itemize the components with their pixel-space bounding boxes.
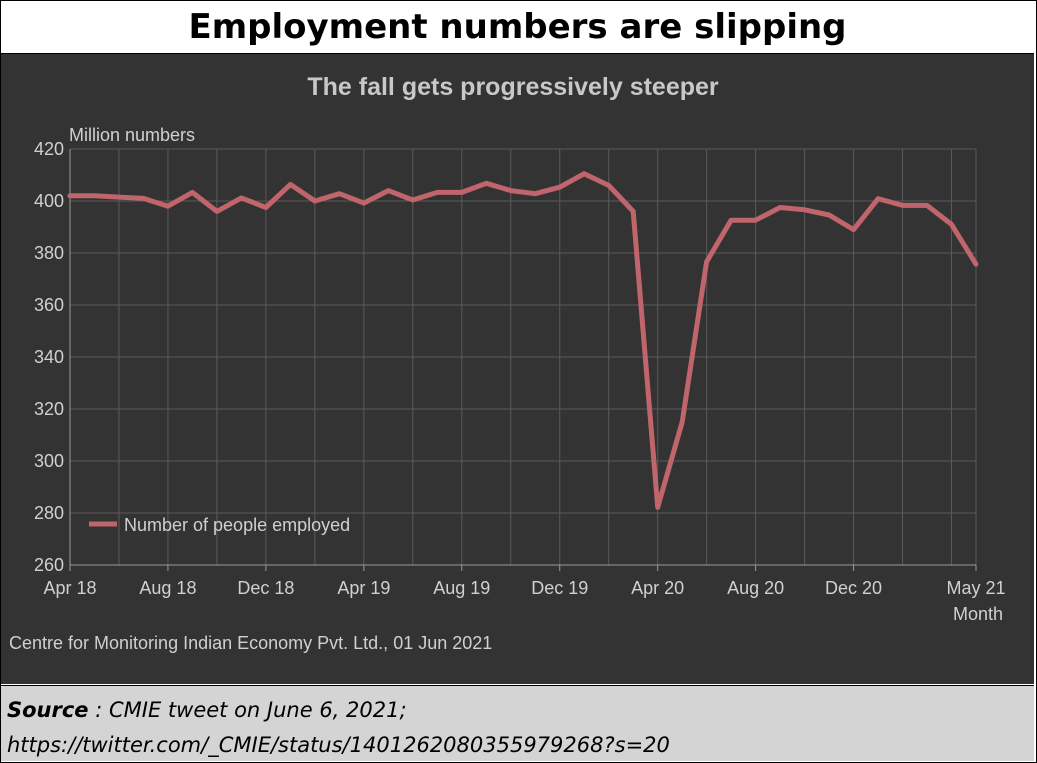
- data-point: [557, 185, 562, 190]
- chart-legend: Number of people employed: [89, 515, 350, 535]
- data-point: [875, 196, 881, 201]
- chart-title: The fall gets progressively steeper: [307, 73, 719, 101]
- data-point: [484, 181, 489, 186]
- data-point: [214, 209, 220, 214]
- data-point: [606, 183, 611, 188]
- x-tick-label: Apr 18: [43, 578, 96, 598]
- x-tick-labels: Apr 18 Aug 18 Dec 18 Apr 19 Aug 19 Dec 19 Apr …: [43, 565, 1006, 598]
- page-title: Employment numbers are slipping: [1, 1, 1034, 54]
- data-point: [337, 191, 342, 196]
- y-tick-labels: 260 280 300 320 340 360 380 400 420: [34, 139, 64, 575]
- chart-credit: Centre for Monitoring Indian Economy Pvt…: [9, 633, 492, 653]
- data-point: [924, 203, 930, 208]
- x-tick-label: Dec 18: [237, 578, 294, 598]
- y-tick-label: 320: [34, 399, 64, 419]
- chart-grid: [69, 148, 977, 571]
- data-point: [239, 195, 244, 201]
- series-line-0: [67, 171, 979, 510]
- data-point: [704, 259, 709, 265]
- data-point: [386, 188, 391, 193]
- data-point: [753, 218, 758, 223]
- line-chart: The fall gets progressively steeper Mill…: [9, 73, 1006, 653]
- source-separator: :: [88, 698, 109, 722]
- data-point: [533, 191, 538, 196]
- x-tick-label: Dec 19: [531, 578, 588, 598]
- x-tick-label: Apr 20: [631, 578, 684, 598]
- data-point: [679, 419, 685, 425]
- y-tick-label: 360: [34, 295, 64, 315]
- data-point: [508, 188, 513, 193]
- data-point: [630, 209, 636, 214]
- data-point: [190, 190, 195, 195]
- data-point: [949, 222, 954, 227]
- data-point: [312, 198, 318, 204]
- data-point: [802, 207, 807, 213]
- data-point: [851, 227, 856, 232]
- chart-panel: The fall gets progressively steeper Mill…: [1, 54, 1034, 684]
- data-point: [410, 197, 416, 203]
- y-tick-label: 380: [34, 243, 64, 263]
- data-point: [288, 182, 293, 187]
- source-note: Source : CMIE tweet on June 6, 2021; htt…: [1, 685, 1034, 761]
- x-axis-label: Month: [953, 604, 1003, 624]
- x-tick-label: Apr 19: [337, 578, 390, 598]
- y-tick-label: 280: [34, 503, 64, 523]
- x-tick-label: May 21: [946, 578, 1005, 598]
- data-point: [728, 218, 734, 223]
- y-axis-label: Million numbers: [69, 125, 195, 145]
- x-tick-label: Dec 20: [825, 578, 882, 598]
- x-tick-label: Aug 20: [727, 578, 784, 598]
- legend-label: Number of people employed: [124, 515, 350, 535]
- data-point: [263, 205, 269, 210]
- x-tick-label: Aug 18: [139, 578, 196, 598]
- data-point: [655, 505, 660, 510]
- y-tick-label: 400: [34, 191, 64, 211]
- data-point: [900, 203, 905, 208]
- data-point: [826, 212, 832, 218]
- data-point: [973, 261, 979, 267]
- data-point: [165, 204, 171, 209]
- source-label: Source: [7, 698, 89, 722]
- data-point: [67, 193, 73, 198]
- y-tick-label: 300: [34, 451, 64, 471]
- y-tick-label: 420: [34, 139, 64, 159]
- x-tick-label: Aug 19: [433, 578, 490, 598]
- y-tick-label: 260: [34, 555, 64, 575]
- data-point: [435, 190, 440, 195]
- data-point: [116, 194, 122, 200]
- data-point: [141, 196, 146, 201]
- data-point: [92, 193, 97, 198]
- data-point: [582, 171, 587, 176]
- source-url[interactable]: https://twitter.com/_CMIE/status/1401262…: [7, 733, 670, 757]
- data-point: [459, 190, 464, 195]
- data-point: [361, 200, 367, 206]
- source-text: CMIE tweet on June 6, 2021;: [109, 698, 407, 722]
- series-layer: [67, 171, 979, 510]
- source-line: Source : CMIE tweet on June 6, 2021;: [7, 693, 1034, 728]
- page-title-text: Employment numbers are slipping: [188, 7, 847, 47]
- data-point: [777, 205, 783, 210]
- y-tick-label: 340: [34, 347, 64, 367]
